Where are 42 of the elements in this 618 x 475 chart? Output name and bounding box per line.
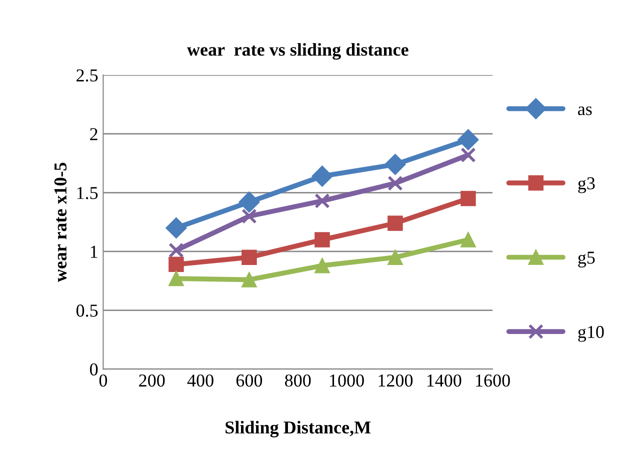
point xyxy=(168,256,184,272)
point xyxy=(168,270,184,286)
x-tick-label: 200 xyxy=(139,374,165,387)
y-tick-label: 2 xyxy=(90,128,98,140)
x-tick-label: 800 xyxy=(285,374,311,387)
point xyxy=(388,216,403,231)
point xyxy=(460,190,476,206)
point xyxy=(314,232,330,248)
legend-label: g3 xyxy=(578,177,595,194)
y-tick-label: 0 xyxy=(90,363,98,376)
y-tick-label: 1 xyxy=(90,246,98,258)
point xyxy=(238,192,260,213)
x-tick-label: 0 xyxy=(99,374,108,387)
point xyxy=(312,166,333,187)
point xyxy=(242,250,257,265)
x-tick-label: 1200 xyxy=(378,374,413,387)
legend-label: g5 xyxy=(578,252,595,268)
x-tick-label: 600 xyxy=(236,374,262,387)
y-axis-title: wear rate x10-5 xyxy=(54,162,67,282)
point xyxy=(242,208,257,224)
point xyxy=(388,176,403,191)
legend-label: as xyxy=(578,106,592,116)
x-axis-title: Sliding Distance,M xyxy=(226,420,371,438)
point xyxy=(242,272,257,288)
y-tick-label: 0.5 xyxy=(76,304,98,317)
point xyxy=(460,232,476,248)
point xyxy=(314,258,330,274)
point xyxy=(458,129,479,150)
x-tick-label: 400 xyxy=(187,374,214,387)
chart-title: wear rate vs sliding distance xyxy=(187,43,408,60)
point xyxy=(460,147,476,163)
y-tick-label: 2.5 xyxy=(76,69,98,82)
x-tick-label: 1400 xyxy=(427,374,462,387)
x-tick-label: 1600 xyxy=(476,374,510,387)
point xyxy=(168,242,184,258)
legend-label: g10 xyxy=(578,326,604,342)
x-tick-label: 1000 xyxy=(330,374,364,387)
point xyxy=(166,217,187,238)
y-tick-label: 1.5 xyxy=(77,187,98,200)
point xyxy=(384,154,406,175)
point xyxy=(388,250,403,265)
point xyxy=(314,193,330,209)
